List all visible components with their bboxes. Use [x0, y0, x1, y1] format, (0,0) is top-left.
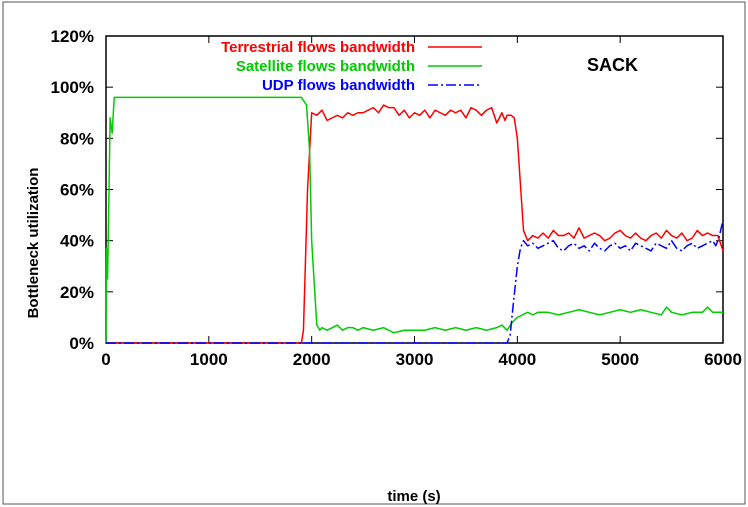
x-axis-label: time (s) [387, 488, 440, 505]
y-tick-label: 100% [51, 78, 94, 97]
x-tick-label: 4000 [498, 350, 536, 369]
sack-annotation: SACK [587, 55, 638, 75]
x-tick-label: 1000 [190, 350, 228, 369]
x-tick-label: 3000 [396, 350, 434, 369]
y-tick-label: 20% [60, 283, 94, 302]
y-tick-label: 40% [60, 232, 94, 251]
legend: Terrestrial flows bandwidth Satellite fl… [221, 39, 482, 94]
y-tick-label: 80% [60, 129, 94, 148]
series-layer [105, 96, 724, 344]
series-line-terrestrial [106, 104, 724, 344]
legend-label-udp: UDP flows bandwidth [262, 77, 415, 94]
x-tick-label: 2000 [293, 350, 331, 369]
y-tick-label: 60% [60, 181, 94, 200]
y-tick-label: 0% [69, 334, 94, 353]
y-axis-label: Bottleneck utilization [25, 168, 42, 319]
x-tick-label: 5000 [601, 350, 639, 369]
axis-ticks: 0% 20% 40% 60% 80% 100% 120% 0 1000 2000 3000 4000 5… [51, 27, 742, 369]
y-tick-label: 120% [51, 27, 94, 46]
legend-label-terrestrial: Terrestrial flows bandwidth [221, 39, 415, 56]
series-line-udp [106, 220, 724, 344]
series-line-satellite [105, 96, 723, 344]
x-tick-label: 0 [101, 350, 110, 369]
x-tick-label: 6000 [704, 350, 742, 369]
legend-label-satellite: Satellite flows bandwidth [236, 58, 415, 75]
